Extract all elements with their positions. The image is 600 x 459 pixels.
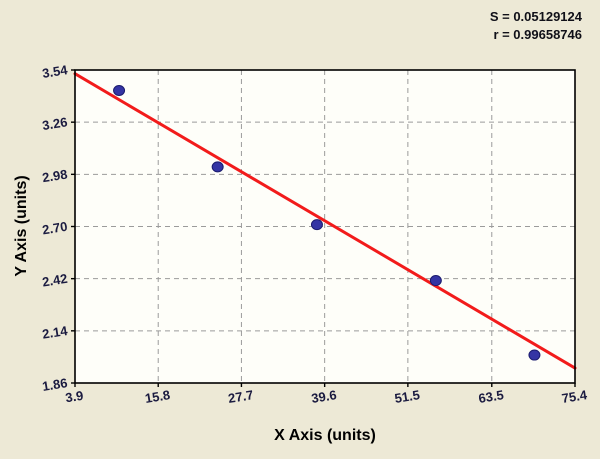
data-point [211,161,224,173]
y-tick-label: 2.42 [41,271,68,290]
x-tick-label: 3.9 [64,388,84,406]
y-tick-label: 3.54 [41,62,69,81]
x-axis-title: X Axis (units) [274,427,376,444]
data-point [113,84,126,96]
data-point [429,275,442,287]
x-tick-label: 39.6 [310,387,337,406]
x-tick-label: 63.5 [477,387,504,406]
fit-statistics: S = 0.05129124 r = 0.99658746 [490,8,582,44]
stat-s-value: S = 0.05129124 [489,9,582,24]
x-tick-label: 75.4 [561,387,589,406]
y-tick-label: 2.98 [41,166,68,185]
data-point [528,349,541,361]
y-tick-label: 2.70 [41,219,68,238]
stat-r-value: r = 0.99658746 [493,27,582,42]
regression-line [73,72,577,370]
y-tick-label: 1.86 [41,375,68,394]
y-tick-label: 3.26 [41,114,68,133]
x-tick-label: 15.8 [144,387,171,406]
data-point [310,219,323,231]
x-tick-label: 51.5 [393,387,420,406]
x-tick-label: 27.7 [227,387,254,406]
y-tick-label: 2.14 [41,323,69,342]
y-axis-title: Y Axis (units) [13,175,30,277]
